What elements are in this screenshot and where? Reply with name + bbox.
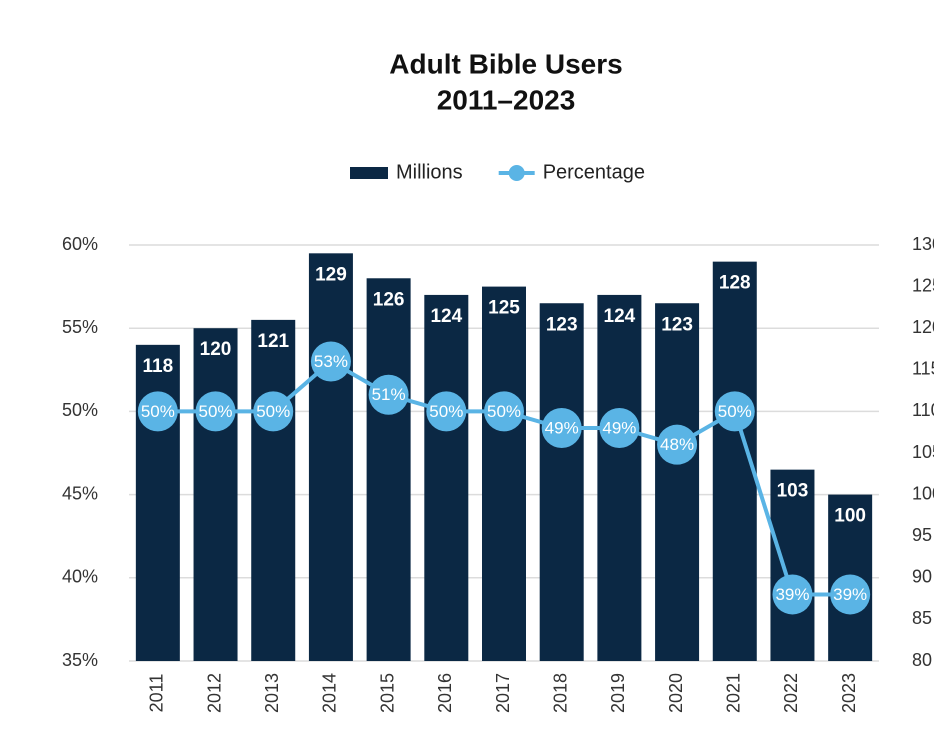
y2-tick-label: 80 bbox=[912, 650, 932, 670]
point-value-label: 50% bbox=[429, 402, 463, 421]
bar bbox=[655, 303, 700, 661]
legend-label: Percentage bbox=[543, 161, 645, 183]
legend-label: Millions bbox=[396, 161, 463, 183]
point-value-label: 39% bbox=[775, 585, 809, 604]
point bbox=[137, 391, 178, 432]
point bbox=[426, 391, 467, 432]
bar-value-label: 123 bbox=[661, 314, 693, 335]
bar-value-label: 103 bbox=[777, 481, 809, 502]
x-tick-label: 2012 bbox=[204, 673, 224, 713]
bar bbox=[251, 319, 296, 661]
bar-value-label: 120 bbox=[200, 339, 232, 360]
y2-tick-label: 125 bbox=[912, 275, 934, 295]
bar-value-label: 128 bbox=[719, 273, 751, 294]
point-value-label: 53% bbox=[314, 352, 348, 371]
x-tick-label: 2014 bbox=[320, 673, 340, 713]
point bbox=[541, 408, 582, 449]
point bbox=[368, 374, 409, 415]
point-value-label: 50% bbox=[487, 402, 521, 421]
legend-swatch bbox=[350, 167, 388, 179]
point-value-label: 50% bbox=[718, 402, 752, 421]
point-value-label: 49% bbox=[602, 419, 636, 438]
bar-value-label: 123 bbox=[546, 314, 578, 335]
y2-tick-label: 120 bbox=[912, 317, 934, 337]
x-tick-label: 2019 bbox=[608, 673, 628, 713]
y2-tick-label: 115 bbox=[912, 359, 934, 379]
y-tick-label: 60% bbox=[62, 234, 98, 254]
point bbox=[310, 341, 351, 382]
x-tick-label: 2013 bbox=[262, 673, 282, 713]
point bbox=[484, 391, 524, 432]
x-tick-label: 2020 bbox=[666, 673, 686, 713]
bar bbox=[482, 286, 526, 661]
y2-tick-label: 95 bbox=[912, 525, 932, 545]
y2-tick-label: 110 bbox=[912, 400, 934, 420]
y-tick-label: 40% bbox=[62, 567, 98, 587]
point-value-label: 50% bbox=[199, 402, 233, 421]
point bbox=[599, 408, 640, 449]
x-tick-label: 2016 bbox=[435, 673, 455, 713]
point-value-label: 48% bbox=[660, 435, 694, 454]
y-tick-label: 50% bbox=[62, 400, 98, 420]
x-tick-label: 2011 bbox=[147, 674, 167, 713]
bar-value-label: 126 bbox=[373, 289, 405, 310]
bar bbox=[366, 278, 411, 661]
point bbox=[195, 391, 236, 432]
x-tick-label: 2021 bbox=[724, 673, 744, 713]
y-tick-label: 55% bbox=[62, 317, 98, 337]
x-tick-label: 2023 bbox=[839, 673, 859, 713]
point-value-label: 50% bbox=[141, 402, 175, 421]
point bbox=[772, 574, 813, 615]
x-tick-label: 2022 bbox=[781, 673, 801, 713]
legend-swatch-dot bbox=[508, 165, 525, 181]
y2-tick-label: 130 bbox=[912, 234, 934, 254]
bar-value-label: 124 bbox=[604, 306, 636, 327]
bar-value-label: 100 bbox=[834, 506, 866, 527]
point-value-label: 50% bbox=[256, 402, 290, 421]
y-tick-label: 35% bbox=[62, 650, 98, 670]
bar bbox=[193, 328, 238, 661]
x-tick-label: 2015 bbox=[377, 673, 397, 713]
point-value-label: 51% bbox=[372, 385, 406, 404]
bar bbox=[597, 294, 642, 661]
bar-value-label: 118 bbox=[143, 356, 174, 377]
y2-tick-label: 90 bbox=[912, 567, 932, 587]
bar bbox=[539, 303, 584, 661]
bar-value-label: 121 bbox=[257, 331, 289, 352]
y2-tick-label: 85 bbox=[912, 608, 932, 628]
y2-tick-label: 105 bbox=[912, 442, 934, 462]
bar-value-label: 129 bbox=[315, 264, 347, 285]
x-tick-label: 2018 bbox=[550, 673, 570, 713]
y2-tick-label: 100 bbox=[912, 483, 934, 503]
bar-value-label: 124 bbox=[430, 306, 462, 327]
bar-value-label: 125 bbox=[488, 298, 520, 319]
point bbox=[657, 424, 698, 465]
x-tick-label: 2017 bbox=[493, 673, 513, 713]
chart-subtitle: 2011–2023 bbox=[437, 84, 576, 115]
bar bbox=[308, 253, 353, 661]
point bbox=[830, 574, 871, 615]
y-tick-label: 45% bbox=[62, 483, 98, 503]
chart-title: Adult Bible Users bbox=[389, 48, 622, 79]
point bbox=[253, 391, 294, 432]
point-value-label: 39% bbox=[833, 585, 867, 604]
point-value-label: 49% bbox=[545, 419, 579, 438]
point bbox=[714, 391, 755, 432]
bar bbox=[770, 469, 815, 661]
bar bbox=[424, 294, 469, 661]
